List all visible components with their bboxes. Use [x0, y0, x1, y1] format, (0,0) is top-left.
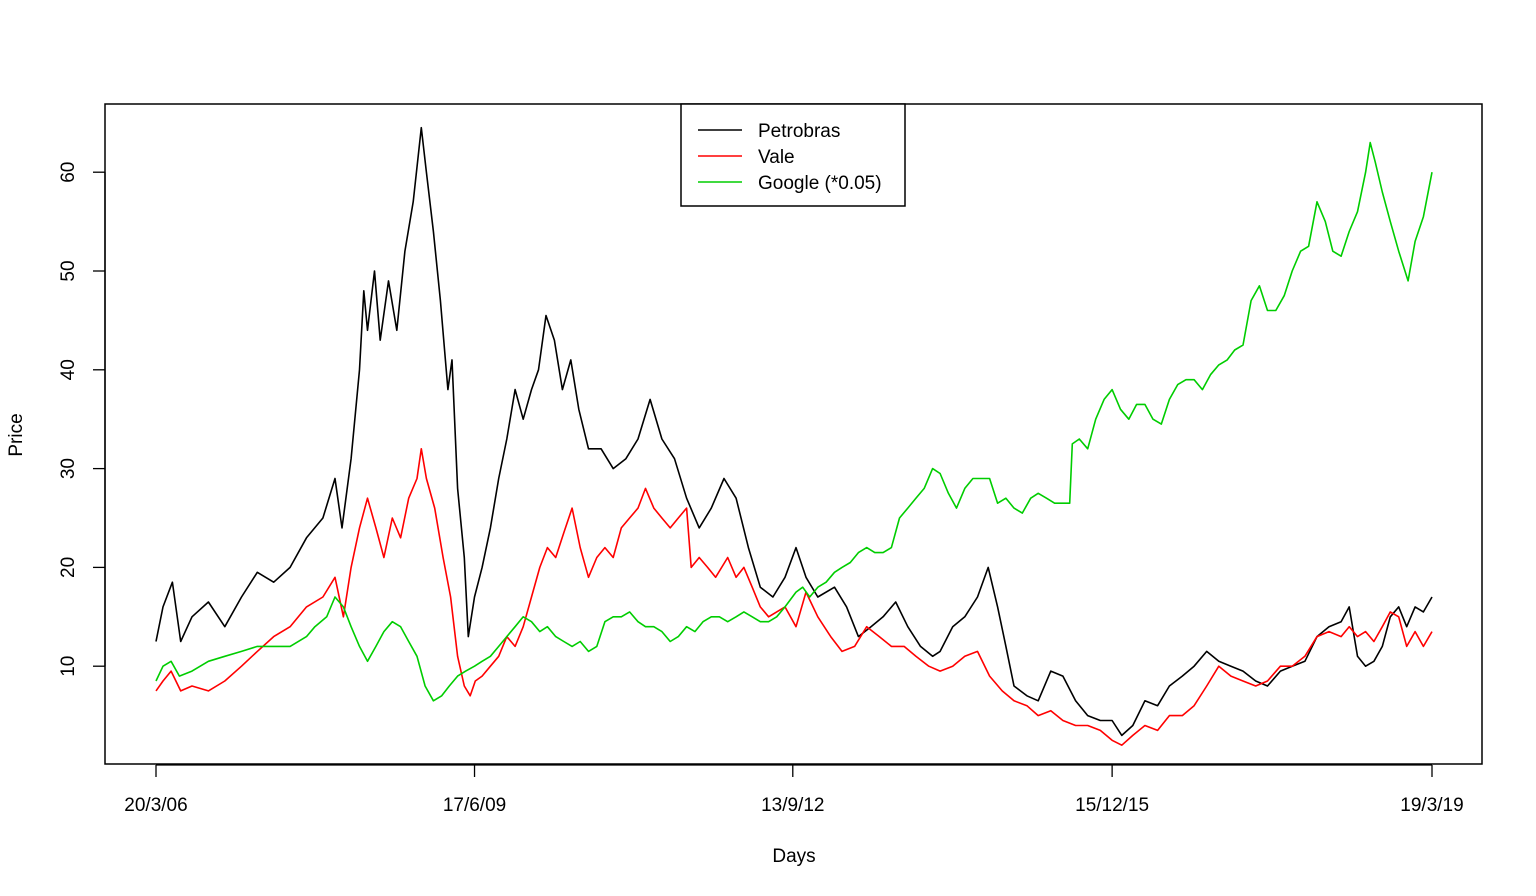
- series-line-petrobras: [155, 126, 1433, 737]
- y-tick-label: 60: [58, 162, 79, 183]
- x-axis: 20/3/06 17/6/09 13/9/12 15/12/15 19/3/19: [124, 764, 1464, 816]
- x-tick-label: 20/3/06: [124, 795, 187, 816]
- y-tick-label: 30: [58, 458, 79, 479]
- y-axis: 10 20 30 40 50 60: [58, 162, 106, 677]
- x-tick-label: 13/9/12: [761, 795, 824, 816]
- series-line-vale: [155, 447, 1433, 747]
- x-tick-label: 19/3/19: [1400, 795, 1463, 816]
- x-tick-label: 17/6/09: [443, 795, 506, 816]
- series-layer: [155, 126, 1433, 747]
- y-axis-label: Price: [6, 413, 27, 456]
- x-tick-label: 15/12/15: [1075, 795, 1149, 816]
- y-tick-label: 10: [58, 656, 79, 677]
- y-tick-label: 50: [58, 260, 79, 281]
- y-tick-label: 20: [58, 557, 79, 578]
- legend-label: Vale: [758, 147, 795, 168]
- x-axis-label: Days: [772, 846, 815, 867]
- legend-box: [680, 103, 906, 207]
- legend: Petrobras Vale Google (*0.05): [680, 103, 906, 207]
- legend-label: Google (*0.05): [758, 173, 882, 194]
- y-tick-label: 40: [58, 359, 79, 380]
- series-line-google-0-05: [155, 141, 1433, 702]
- legend-label: Petrobras: [758, 121, 840, 142]
